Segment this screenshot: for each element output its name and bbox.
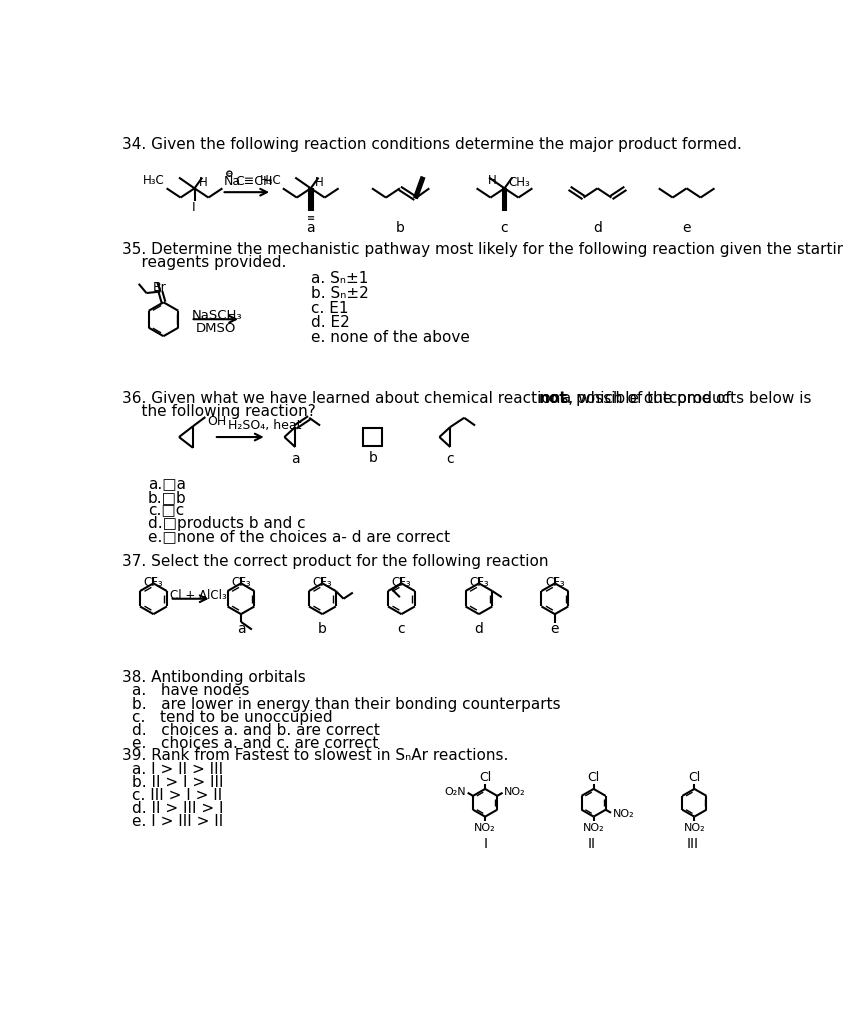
Text: DMSO: DMSO: [196, 322, 236, 335]
Text: H₃C: H₃C: [143, 174, 165, 187]
Text: Θ: Θ: [227, 171, 232, 177]
Text: a possible outcome of: a possible outcome of: [557, 391, 731, 406]
Text: OH: OH: [207, 416, 226, 428]
Text: e. none of the above: e. none of the above: [311, 330, 470, 345]
Text: C≡CH: C≡CH: [235, 175, 273, 188]
Text: a: a: [307, 221, 315, 236]
Text: III: III: [687, 837, 699, 851]
Text: b: b: [368, 451, 377, 465]
Text: H₃C: H₃C: [260, 174, 282, 187]
Text: O₂N: O₂N: [445, 787, 466, 797]
Text: 38. Antibonding orbitals: 38. Antibonding orbitals: [122, 670, 306, 685]
Text: I: I: [483, 837, 487, 851]
Text: reagents provided.: reagents provided.: [122, 255, 287, 270]
Text: H: H: [488, 174, 497, 187]
Text: CH₃: CH₃: [508, 176, 530, 189]
Text: c: c: [447, 453, 454, 467]
Text: 39. Rank from Fastest to slowest in SₙAr reactions.: 39. Rank from Fastest to slowest in SₙAr…: [122, 749, 509, 763]
Text: c: c: [398, 622, 405, 636]
Text: CF₃: CF₃: [143, 577, 164, 590]
Text: 37. Select the correct product for the following reaction: 37. Select the correct product for the f…: [122, 554, 549, 569]
Text: a: a: [237, 622, 245, 636]
Text: ≡: ≡: [307, 213, 314, 223]
Text: b: b: [318, 622, 327, 636]
Text: II: II: [588, 837, 596, 851]
Text: CF₃: CF₃: [313, 577, 332, 590]
Text: Cl + AlCl₃: Cl + AlCl₃: [170, 589, 228, 602]
Text: CF₃: CF₃: [545, 577, 565, 590]
Text: a. I > II > III: a. I > II > III: [132, 762, 223, 777]
Text: c. E1: c. E1: [311, 301, 348, 315]
Text: CF₃: CF₃: [469, 577, 489, 590]
Text: d: d: [593, 221, 602, 236]
Text: NO₂: NO₂: [504, 787, 525, 797]
Text: NO₂: NO₂: [475, 823, 496, 833]
Text: e: e: [550, 622, 559, 636]
Text: 34. Given the following reaction conditions determine the major product formed.: 34. Given the following reaction conditi…: [122, 137, 743, 152]
Text: a. Sₙ±1: a. Sₙ±1: [311, 271, 368, 287]
Text: CF₃: CF₃: [392, 577, 411, 590]
Text: e: e: [682, 221, 691, 236]
Text: d. II > III > I: d. II > III > I: [132, 801, 224, 816]
Text: 36. Given what we have learned about chemical reactions, which of the products b: 36. Given what we have learned about che…: [122, 391, 817, 406]
Text: NO₂: NO₂: [612, 809, 634, 818]
Text: d.□products b and c: d.□products b and c: [148, 516, 306, 531]
Text: e.   choices a. and c. are correct: e. choices a. and c. are correct: [132, 736, 379, 751]
Text: Cl: Cl: [688, 770, 701, 783]
Text: I: I: [192, 202, 196, 214]
Text: c. III > I > II: c. III > I > II: [132, 788, 223, 803]
Text: H: H: [198, 176, 207, 189]
Text: Cl: Cl: [479, 770, 491, 783]
Text: b. Sₙ±2: b. Sₙ±2: [311, 286, 368, 301]
Text: b.   are lower in energy than their bonding counterparts: b. are lower in energy than their bondin…: [132, 696, 561, 712]
Text: c.□c: c.□c: [148, 503, 185, 518]
Text: b. II > I > III: b. II > I > III: [132, 775, 224, 791]
Text: CF₃: CF₃: [231, 577, 251, 590]
Text: e.□none of the choices a- d are correct: e.□none of the choices a- d are correct: [148, 529, 450, 545]
Text: c: c: [501, 221, 508, 236]
Text: H: H: [314, 176, 324, 189]
Text: NaSCH₃: NaSCH₃: [192, 309, 243, 323]
Text: Cl: Cl: [588, 770, 599, 783]
Text: c.   tend to be unoccupied: c. tend to be unoccupied: [132, 710, 333, 725]
Bar: [363, 428, 382, 446]
Text: d: d: [475, 622, 483, 636]
Text: a.   have nodes: a. have nodes: [132, 683, 250, 698]
Text: H₂SO₄, heat: H₂SO₄, heat: [228, 419, 301, 431]
Text: b.□b: b.□b: [148, 490, 187, 505]
Text: NO₂: NO₂: [684, 823, 706, 833]
Text: the following reaction?: the following reaction?: [122, 403, 316, 419]
Text: b: b: [395, 221, 405, 236]
Text: a.□a: a.□a: [148, 477, 186, 493]
Text: not: not: [539, 391, 567, 406]
Text: d. E2: d. E2: [311, 315, 350, 331]
Text: d.   choices a. and b. are correct: d. choices a. and b. are correct: [132, 723, 380, 737]
Text: NO₂: NO₂: [583, 823, 604, 833]
Text: 35. Determine the mechanistic pathway most likely for the following reaction giv: 35. Determine the mechanistic pathway mo…: [122, 243, 843, 257]
Text: e. I > III > II: e. I > III > II: [132, 814, 223, 829]
Text: a: a: [291, 453, 299, 467]
Text: Br: Br: [153, 281, 166, 294]
Text: Na: Na: [224, 175, 241, 188]
